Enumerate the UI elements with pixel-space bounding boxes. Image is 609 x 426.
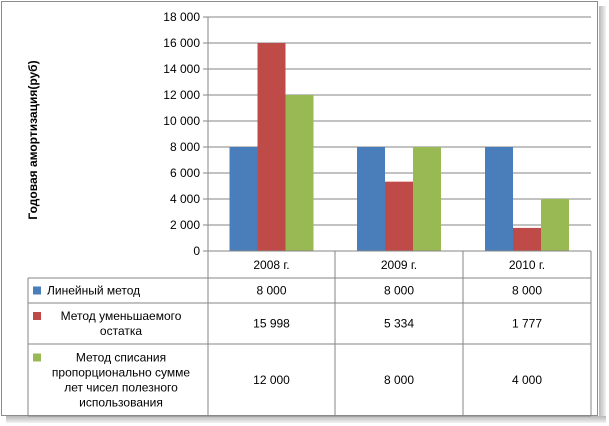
y-tick-label: 10 000 <box>163 114 200 128</box>
y-tick-label: 14 000 <box>163 62 200 76</box>
table-value-label: 15 998 <box>253 317 290 331</box>
series-name-label: остатка <box>100 324 142 338</box>
table-value-label: 8 000 <box>384 373 414 387</box>
y-axis: 0 2 000 4 000 6 000 8 000 10 000 12 000 14 000 1… <box>163 10 209 258</box>
y-tick-label: 0 <box>193 244 200 258</box>
series-name-label: лет чисел полезного <box>64 381 178 395</box>
series-name-label: использования <box>79 396 163 410</box>
bar <box>485 147 513 251</box>
y-tick-label: 6 000 <box>170 166 200 180</box>
y-tick-label: 12 000 <box>163 88 200 102</box>
bar <box>385 181 413 251</box>
table-value-label: 5 334 <box>384 317 414 331</box>
bar <box>285 95 314 251</box>
bar <box>257 43 286 251</box>
x-category-label: 2009 г. <box>381 258 417 272</box>
legend-key <box>33 286 41 295</box>
table-value-label: 8 000 <box>256 284 286 298</box>
table-value-label: 8 000 <box>512 284 542 298</box>
bar <box>357 147 385 251</box>
y-tick-label: 8 000 <box>170 140 200 154</box>
table-value-label: 8 000 <box>384 284 414 298</box>
bars <box>229 43 569 251</box>
legend-key <box>33 312 41 320</box>
series-name-label: Линейный метод <box>47 284 140 298</box>
x-category-label: 2008 г. <box>253 258 289 272</box>
table-value-label: 1 777 <box>512 317 542 331</box>
x-category-label: 2010 г. <box>509 258 545 272</box>
series-name-label: Метод уменьшаемого <box>61 309 182 323</box>
table-value-label: 4 000 <box>512 373 542 387</box>
y-axis-label: Годовая амортизация(руб) <box>26 60 40 219</box>
y-tick-label: 4 000 <box>170 192 200 206</box>
y-tick-label: 18 000 <box>163 10 200 24</box>
y-tick-label: 16 000 <box>163 36 200 50</box>
legend-key <box>33 353 41 362</box>
bar <box>513 227 541 251</box>
series-name-label: пропорционально сумме <box>52 366 190 380</box>
y-tick-label: 2 000 <box>170 218 200 232</box>
bar <box>541 199 569 251</box>
frame-shadow-bottom <box>6 416 606 423</box>
frame-shadow-right <box>599 6 606 420</box>
bar <box>229 147 258 251</box>
series-name-label: Метод списания <box>76 351 166 365</box>
data-table: 2008 г. 2009 г. 2010 г. Линейный метод 8 000… <box>27 250 592 417</box>
table-value-label: 12 000 <box>253 373 290 387</box>
bar <box>413 147 441 251</box>
